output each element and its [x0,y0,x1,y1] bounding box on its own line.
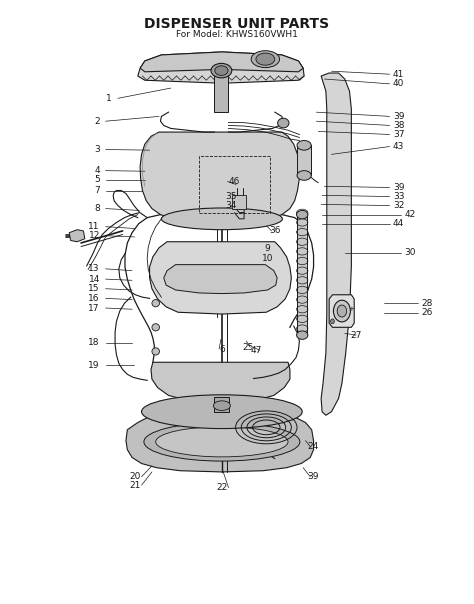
Text: 12: 12 [89,231,100,240]
Text: 41: 41 [393,69,404,79]
Polygon shape [321,73,351,416]
Text: 13: 13 [89,265,100,274]
Text: 22: 22 [216,483,228,492]
Text: 33: 33 [393,192,404,201]
Text: 30: 30 [405,248,416,257]
Ellipse shape [156,427,288,457]
Text: 44: 44 [393,219,404,228]
Text: 32: 32 [393,201,404,210]
Text: 38: 38 [393,121,404,130]
Text: 19: 19 [89,361,100,370]
Bar [199,156,270,213]
Text: 8: 8 [94,204,100,213]
Text: DISPENSER UNIT PARTS: DISPENSER UNIT PARTS [145,16,329,31]
Text: 1: 1 [106,94,112,103]
Polygon shape [69,230,85,242]
Text: 40: 40 [393,79,404,88]
Text: 24: 24 [307,442,318,451]
Text: +: + [348,306,354,312]
Text: 18: 18 [89,338,100,347]
Ellipse shape [152,324,159,331]
Text: 10: 10 [262,254,273,263]
Polygon shape [140,52,303,72]
Ellipse shape [211,63,232,78]
Ellipse shape [142,395,302,429]
Polygon shape [329,295,354,327]
Ellipse shape [278,118,289,128]
Ellipse shape [330,319,334,324]
Text: 7: 7 [94,186,100,195]
Text: 20: 20 [130,472,141,481]
Ellipse shape [144,423,300,461]
Ellipse shape [297,171,311,180]
Bar [297,146,311,175]
Text: 25: 25 [242,342,254,352]
Text: 35: 35 [226,192,237,201]
Ellipse shape [251,51,280,68]
Ellipse shape [333,300,350,322]
Ellipse shape [213,401,230,411]
Text: 14: 14 [89,275,100,284]
Text: 6: 6 [219,344,225,353]
Text: 47: 47 [250,345,262,355]
Text: 9: 9 [265,245,271,254]
Ellipse shape [161,208,283,230]
Text: 28: 28 [421,299,433,307]
Polygon shape [126,410,314,472]
Text: 37: 37 [393,130,404,139]
Text: For Model: KHWS160VWH1: For Model: KHWS160VWH1 [176,30,298,39]
Text: 3: 3 [94,145,100,154]
Ellipse shape [297,210,308,219]
Bar [298,214,307,335]
Text: 39: 39 [393,183,404,192]
Polygon shape [164,265,277,294]
Bar [232,195,246,208]
Text: 2: 2 [94,117,100,126]
Ellipse shape [297,331,308,339]
Text: 34: 34 [226,201,237,210]
Ellipse shape [152,348,159,355]
Text: 4: 4 [94,166,100,175]
Text: 27: 27 [350,330,362,339]
Ellipse shape [152,300,159,307]
Bar [214,397,229,412]
Text: 39: 39 [307,472,319,481]
Text: 26: 26 [421,309,433,317]
Text: 15: 15 [89,284,100,294]
Text: 21: 21 [130,481,141,490]
Polygon shape [140,132,300,222]
Polygon shape [150,242,292,314]
Ellipse shape [215,66,228,76]
Text: 36: 36 [269,226,281,236]
Ellipse shape [297,141,311,150]
Polygon shape [138,52,304,83]
Text: 43: 43 [393,142,404,151]
Text: 17: 17 [89,304,100,312]
Ellipse shape [256,53,275,65]
Ellipse shape [337,305,346,317]
Text: 16: 16 [89,294,100,303]
Text: 39: 39 [393,112,404,121]
Text: 46: 46 [229,177,240,186]
Text: 11: 11 [89,222,100,231]
Text: 42: 42 [405,210,416,219]
Text: 5: 5 [94,175,100,184]
Bar [214,71,228,112]
Polygon shape [151,362,290,403]
